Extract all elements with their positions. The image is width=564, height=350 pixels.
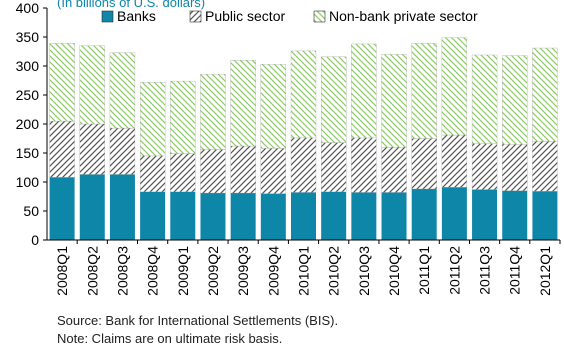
bar-banks: [170, 191, 196, 240]
bar-banks: [381, 192, 407, 240]
y-tick-label: 400: [16, 0, 40, 16]
bar-public-sector: [321, 142, 347, 193]
y-tick-label: 50: [23, 203, 39, 219]
y-tick-label: 250: [16, 87, 40, 103]
bar-non-bank: [49, 43, 75, 122]
bar-public-sector: [290, 137, 317, 193]
source-note: Source: Bank for International Settlemen…: [57, 313, 339, 328]
legend-item-non-bank-private-sector: Non-bank private sector: [313, 8, 478, 24]
bar-non-bank: [79, 45, 105, 125]
bar-non-bank: [381, 54, 407, 148]
bar-non-bank: [471, 54, 498, 144]
bar-non-bank: [260, 64, 286, 149]
legend-item-banks: Banks: [101, 8, 156, 24]
x-tick-label: 2011Q2: [446, 246, 462, 295]
bar-public-sector: [471, 143, 498, 190]
bar-banks: [411, 188, 437, 240]
bar-public-sector: [200, 149, 226, 194]
x-tick-label: 2010Q1: [296, 246, 312, 296]
bar-banks: [472, 189, 498, 240]
bar-banks: [49, 177, 75, 240]
legend-label-non-bank: Non-bank private sector: [329, 8, 478, 24]
bar-banks: [351, 192, 377, 240]
chart-title: (In billions of U.S. dollars): [57, 0, 205, 10]
bar-public-sector: [441, 134, 468, 188]
legend-swatch-banks: [101, 10, 114, 23]
bar-non-bank: [321, 56, 347, 143]
x-tick-label: 2011Q4: [507, 246, 523, 295]
bar-public-sector: [351, 137, 377, 193]
bar-non-bank: [230, 60, 256, 147]
x-tick-label: 2010Q3: [356, 246, 372, 296]
bar-non-bank: [351, 43, 377, 139]
bar-banks: [200, 193, 226, 240]
x-tick-label: 2012Q1: [537, 246, 553, 296]
bar-banks: [260, 193, 286, 240]
x-tick-label: 2010Q4: [386, 246, 402, 296]
bar-non-bank: [502, 55, 528, 145]
y-tick-label: 300: [16, 58, 40, 74]
bar-banks: [441, 187, 467, 240]
legend-swatch-non-bank: [313, 10, 326, 23]
bar-public-sector: [260, 148, 286, 194]
legend-item-public-sector: Public sector: [189, 8, 285, 24]
bar-banks: [532, 191, 558, 240]
bar-public-sector: [532, 141, 558, 192]
plot-area: 0 50 100 150 200 250 300 350 400 2008Q1 2008Q2 2008…: [16, 0, 561, 296]
bar-public-sector: [381, 147, 407, 193]
bar-public-sector: [139, 155, 166, 193]
bar-non-bank: [109, 52, 136, 129]
bar-public-sector: [502, 144, 528, 191]
legend: Banks Public sector Non-bank private sec…: [101, 8, 478, 24]
bar-banks: [109, 174, 135, 240]
x-tick-label: 2009Q3: [235, 246, 251, 296]
y-tick-label: 0: [31, 232, 39, 248]
bar-public-sector: [109, 127, 136, 175]
bar-non-bank: [139, 82, 166, 157]
bar-non-bank: [441, 37, 468, 136]
bar-public-sector: [230, 145, 256, 194]
bar-banks: [291, 192, 316, 240]
bar-banks: [140, 191, 166, 240]
bar-public-sector: [79, 123, 105, 175]
y-tick-label: 200: [16, 116, 40, 132]
legend-label-public-sector: Public sector: [205, 8, 285, 24]
x-tick-label: 2011Q3: [477, 246, 493, 295]
y-tick-label: 350: [16, 29, 40, 45]
x-tick-label: 2009Q2: [205, 246, 221, 296]
x-tick-label: 2008Q2: [84, 246, 100, 296]
bar-non-bank: [200, 73, 226, 150]
bar-non-bank: [532, 47, 558, 142]
bar-banks: [79, 174, 105, 240]
x-tick-label: 2009Q1: [175, 246, 191, 296]
bar-banks: [230, 193, 256, 240]
x-tick-label: 2008Q3: [114, 246, 130, 296]
bar-non-bank: [290, 50, 317, 139]
x-tick-label: 2008Q4: [145, 246, 161, 296]
y-tick-label: 150: [16, 145, 40, 161]
risk-basis-note: Note: Claims are on ultimate risk basis.: [57, 331, 283, 346]
bar-public-sector: [170, 153, 196, 193]
y-tick-label: 100: [16, 174, 40, 190]
bar-non-bank: [411, 43, 437, 139]
bar-public-sector: [49, 120, 75, 178]
bar-banks: [321, 191, 347, 240]
legend-swatch-public-sector: [189, 10, 202, 23]
chart: (In billions of U.S. dollars) Banks Publ…: [16, 0, 561, 296]
bar-public-sector: [411, 138, 437, 190]
x-tick-label: 2010Q2: [326, 246, 342, 296]
x-tick-label: 2009Q4: [265, 246, 281, 296]
bar-non-bank: [170, 80, 196, 154]
x-tick-label: 2011Q1: [416, 246, 432, 295]
bar-banks: [502, 190, 528, 240]
legend-label-banks: Banks: [117, 8, 156, 24]
x-tick-label: 2008Q1: [54, 246, 70, 296]
